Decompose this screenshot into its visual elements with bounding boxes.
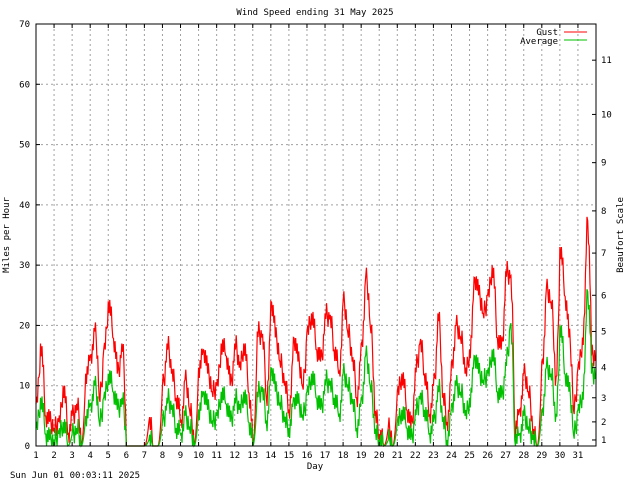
- x-tick-label: 20: [374, 451, 385, 461]
- x-tick-label: 2: [51, 451, 56, 461]
- legend-label-gust: Gust: [536, 28, 558, 38]
- x-tick-label: 16: [302, 451, 313, 461]
- beaufort-tick-label: 7: [601, 249, 606, 259]
- y-tick-label: 40: [19, 201, 30, 211]
- y-tick-label: 0: [25, 442, 30, 452]
- x-tick-label: 13: [247, 451, 258, 461]
- x-tick-label: 21: [392, 451, 403, 461]
- x-tick-label: 27: [500, 451, 511, 461]
- x-tick-label: 28: [518, 451, 529, 461]
- x-tick-label: 8: [160, 451, 165, 461]
- x-tick-label: 9: [178, 451, 183, 461]
- x-tick-label: 4: [87, 451, 92, 461]
- x-tick-label: 7: [142, 451, 147, 461]
- x-tick-label: 25: [464, 451, 475, 461]
- beaufort-tick-label: 1: [601, 436, 606, 446]
- x-tick-label: 3: [69, 451, 74, 461]
- x-tick-label: 31: [573, 451, 584, 461]
- beaufort-tick-label: 3: [601, 394, 606, 404]
- beaufort-tick-label: 8: [601, 207, 606, 217]
- grid: [36, 24, 596, 446]
- x-tick-label: 18: [338, 451, 349, 461]
- x-tick-label: 30: [554, 451, 565, 461]
- beaufort-tick-label: 11: [601, 56, 612, 66]
- plot-frame: [35, 23, 597, 447]
- series-group: [35, 216, 596, 448]
- x-axis-label: Day: [307, 462, 324, 472]
- x-tick-label: 24: [446, 451, 457, 461]
- legend: Gust Average: [520, 28, 587, 47]
- beaufort-tick-label: 10: [601, 110, 612, 120]
- beaufort-tick-label: 4: [601, 364, 606, 374]
- beaufort-tick-label: 2: [601, 418, 606, 428]
- y-tick-label: 20: [19, 321, 30, 331]
- beaufort-tick-label: 6: [601, 291, 606, 301]
- x-tick-label: 29: [536, 451, 547, 461]
- y-tick-label: 10: [19, 382, 30, 392]
- axes: 1 2 3 4 5 6 7 8 9 10 11 12 13 14 15 16 17 18 19 20 21 22 23 24 2…: [19, 20, 612, 461]
- x-tick-label: 6: [124, 451, 129, 461]
- footer-timestamp: Sun Jun 01 00:03:11 2025: [10, 471, 140, 480]
- x-tick-label: 19: [356, 451, 367, 461]
- y-tick-label: 30: [19, 261, 30, 271]
- y2-axis-label: Beaufort Scale: [616, 197, 626, 273]
- beaufort-tick-label: 5: [601, 327, 606, 337]
- x-tick-label: 1: [33, 451, 38, 461]
- x-tick-label: 17: [320, 451, 331, 461]
- x-tick-label: 14: [265, 451, 276, 461]
- x-tick-label: 10: [193, 451, 204, 461]
- x-tick-label: 12: [229, 451, 240, 461]
- y-axis-label: Miles per Hour: [2, 196, 12, 272]
- x-tick-label: 23: [428, 451, 439, 461]
- x-tick-label: 26: [482, 451, 493, 461]
- legend-label-average: Average: [520, 37, 558, 47]
- y-tick-label: 70: [19, 20, 30, 30]
- y-tick-label: 50: [19, 141, 30, 151]
- x-tick-label: 22: [410, 451, 421, 461]
- chart-title: Wind Speed ending 31 May 2025: [236, 8, 393, 18]
- beaufort-tick-label: 9: [601, 159, 606, 169]
- x-tick-label: 15: [283, 451, 294, 461]
- x-tick-label: 11: [211, 451, 222, 461]
- x-tick-label: 5: [106, 451, 111, 461]
- y-tick-label: 60: [19, 80, 30, 90]
